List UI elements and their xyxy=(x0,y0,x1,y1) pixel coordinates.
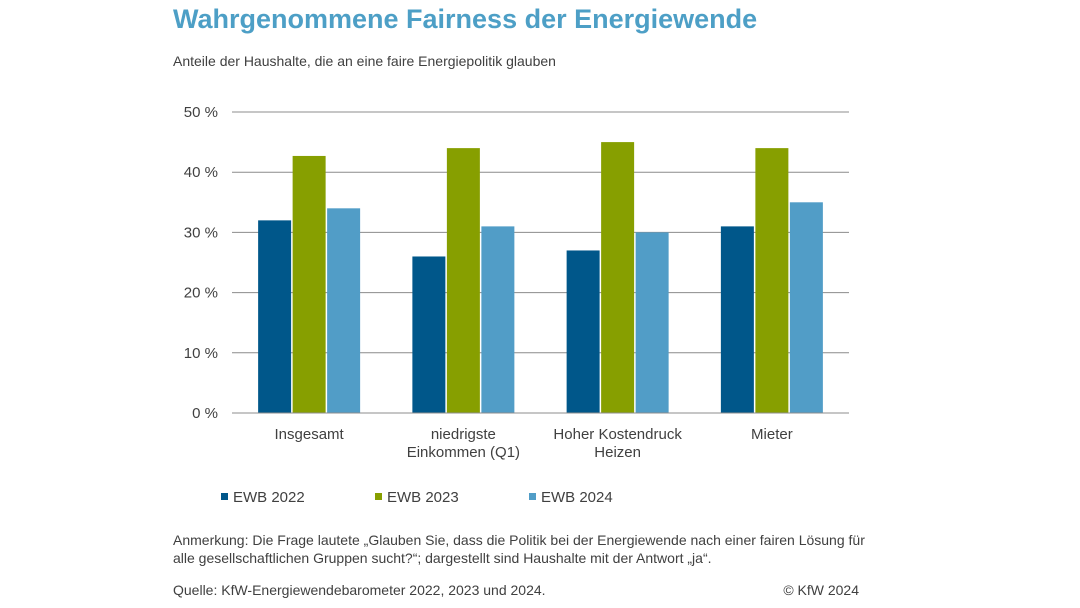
legend-swatch xyxy=(529,493,536,500)
y-tick-label: 10 % xyxy=(184,345,218,362)
y-axis-ticks: 0 % 10 % 20 % 30 % 40 % 50 % xyxy=(184,104,218,422)
legend-label: EWB 2023 xyxy=(387,489,459,506)
bar-ewb-2023 xyxy=(446,148,480,413)
bar-ewb-2022 xyxy=(412,256,446,413)
chart-title: Wahrgenommene Fairness der Energiewende xyxy=(173,4,758,34)
bar-ewb-2023 xyxy=(601,142,635,413)
y-tick-label: 20 % xyxy=(184,285,218,302)
source-note: Quelle: KfW-Energiewendebarometer 2022, … xyxy=(173,582,546,598)
bar-ewb-2022 xyxy=(720,226,754,413)
footnote: Anmerkung: Die Frage lautete „Glauben Si… xyxy=(173,532,865,566)
y-tick-label: 40 % xyxy=(184,164,218,181)
bar-ewb-2023 xyxy=(755,148,789,413)
bar-ewb-2023 xyxy=(292,155,326,414)
bar-ewb-2024 xyxy=(789,202,823,413)
legend-label: EWB 2024 xyxy=(541,489,613,506)
legend-item: EWB 2023 xyxy=(375,489,459,506)
x-tick-label: Mieter xyxy=(751,426,793,443)
legend-swatch xyxy=(221,493,228,500)
legend-item: EWB 2022 xyxy=(221,489,305,506)
x-tick-label: Hoher Kostendruck xyxy=(553,426,682,443)
legend-item: EWB 2024 xyxy=(529,489,613,506)
legend-swatch xyxy=(375,493,382,500)
bars xyxy=(258,142,823,414)
x-tick-label: Einkommen (Q1) xyxy=(407,444,520,461)
legend-label: EWB 2022 xyxy=(233,489,305,506)
copyright: © KfW 2024 xyxy=(783,582,859,598)
bar-ewb-2024 xyxy=(635,232,669,413)
legend: EWB 2022 EWB 2023 EWB 2024 xyxy=(221,489,613,506)
x-tick-label: niedrigste xyxy=(431,426,496,443)
y-tick-label: 30 % xyxy=(184,224,218,241)
x-tick-label: Insgesamt xyxy=(275,426,345,443)
y-tick-label: 50 % xyxy=(184,104,218,121)
bar-ewb-2024 xyxy=(481,226,515,413)
bar-ewb-2022 xyxy=(258,220,292,413)
chart-subtitle: Anteile der Haushalte, die an eine faire… xyxy=(173,53,556,69)
x-tick-label: Heizen xyxy=(594,444,641,461)
bar-ewb-2024 xyxy=(327,208,361,413)
y-tick-label: 0 % xyxy=(192,405,218,422)
bar-ewb-2022 xyxy=(566,250,600,413)
